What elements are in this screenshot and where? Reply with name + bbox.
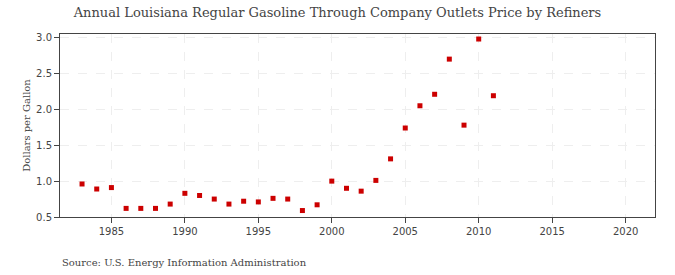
- svg-text:2005: 2005: [393, 226, 418, 237]
- svg-text:1995: 1995: [246, 226, 271, 237]
- svg-text:1990: 1990: [172, 226, 197, 237]
- svg-text:2015: 2015: [539, 226, 564, 237]
- svg-text:0.5: 0.5: [36, 212, 52, 223]
- svg-text:1.0: 1.0: [36, 176, 52, 187]
- svg-text:Dollars per Gallon: Dollars per Gallon: [21, 79, 32, 172]
- svg-text:Source: U.S. Energy Informatio: Source: U.S. Energy Information Administ…: [62, 257, 307, 268]
- svg-text:2000: 2000: [319, 226, 344, 237]
- svg-text:Annual Louisiana Regular Gasol: Annual Louisiana Regular Gasoline Throug…: [73, 5, 602, 20]
- svg-text:2.0: 2.0: [36, 104, 52, 115]
- svg-text:1985: 1985: [99, 226, 124, 237]
- svg-text:2010: 2010: [466, 226, 491, 237]
- svg-text:2020: 2020: [613, 226, 638, 237]
- svg-text:1.5: 1.5: [36, 140, 52, 151]
- svg-text:2.5: 2.5: [36, 68, 52, 79]
- svg-text:3.0: 3.0: [36, 32, 52, 43]
